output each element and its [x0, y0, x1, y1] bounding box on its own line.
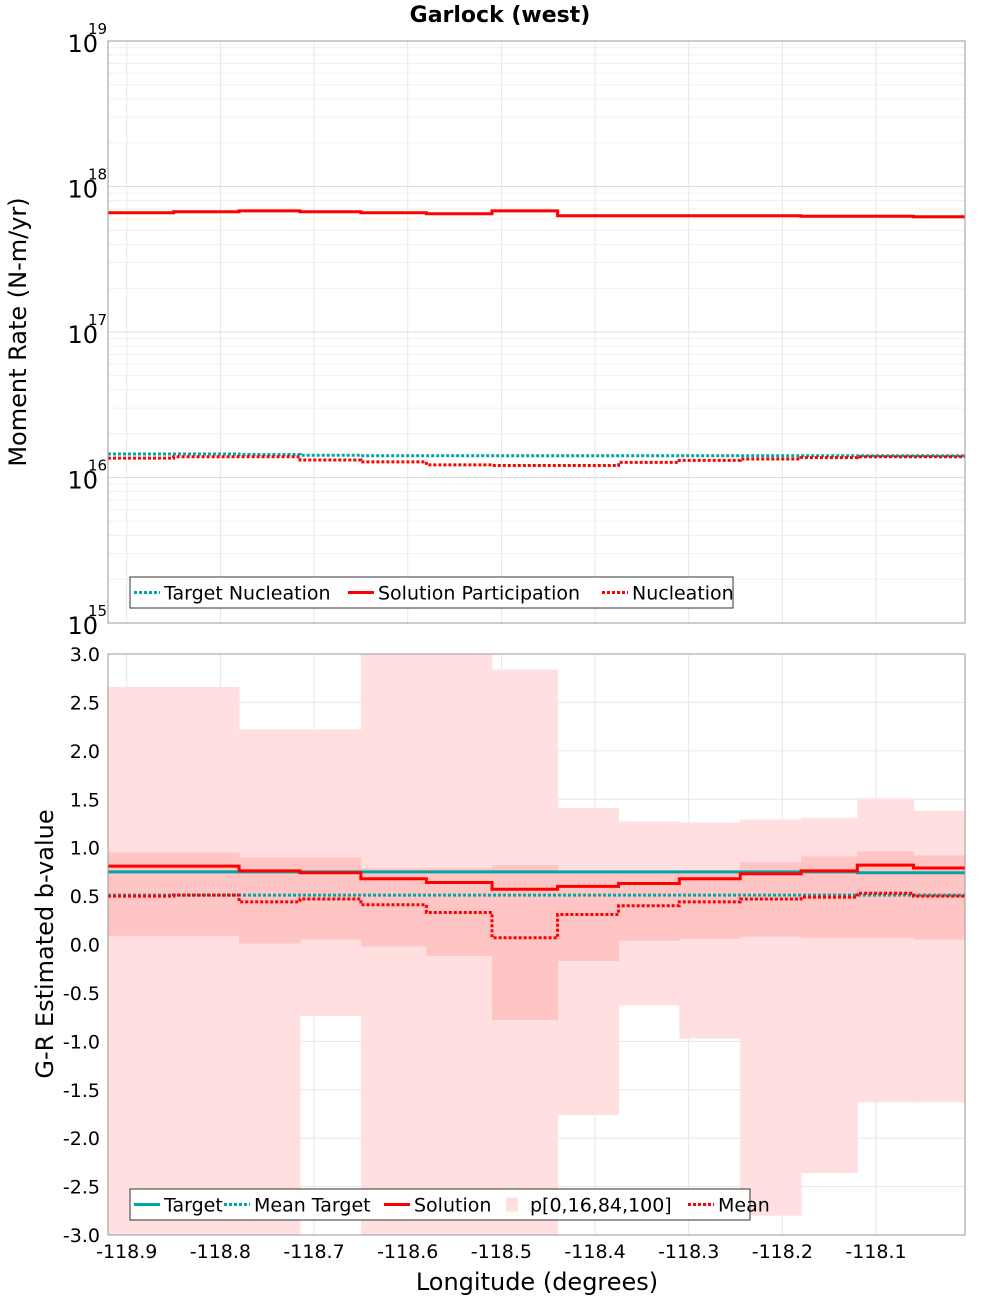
- top-y-tick-label-base: 10: [67, 321, 98, 349]
- x-tick-label: -118.5: [471, 1241, 532, 1263]
- top-series-target-nucleation: [108, 452, 965, 458]
- band-outer-bin: [239, 729, 301, 1235]
- bottom-legend-label: Mean Target: [254, 1195, 371, 1217]
- top-y-tick-label-exponent: 19: [88, 20, 107, 38]
- bottom-legend-label: Target: [163, 1195, 223, 1217]
- top-y-tick-label-exponent: 18: [88, 166, 107, 184]
- bottom-series-mean: [108, 891, 965, 940]
- top-series-nucleation: [108, 455, 965, 467]
- top-y-tick-label-base: 10: [67, 467, 98, 495]
- x-tick-label: -118.6: [377, 1241, 438, 1263]
- bottom-y-tick-label: -0.5: [63, 983, 100, 1005]
- bottom-legend: Target Mean Target Solution p[0,16,84,100] M…: [129, 1188, 770, 1221]
- bottom-y-tick-label: -3.0: [63, 1225, 100, 1247]
- top-legend-label: Nucleation: [632, 583, 734, 605]
- y-axis-label-top: Moment Rate (N-m/yr): [4, 197, 32, 466]
- bottom-legend-label: Solution: [414, 1195, 491, 1217]
- top-legend: Target Nucleation Solution Participation N…: [129, 576, 734, 609]
- top-gridlines: [108, 40, 965, 624]
- x-tick-label: -118.9: [96, 1241, 157, 1263]
- bottom-y-tick-label: -2.0: [63, 1128, 100, 1150]
- x-tick-label: -118.8: [190, 1241, 251, 1263]
- top-y-tick-label-exponent: 16: [88, 457, 107, 475]
- bottom-legend-swatch: [506, 1197, 518, 1212]
- band-outer-bin: [857, 798, 914, 1103]
- x-tick-label: -118.7: [283, 1241, 344, 1263]
- x-tick-label: -118.1: [845, 1241, 906, 1263]
- bottom-y-tick-label: 1.0: [70, 838, 100, 860]
- bottom-y-tick-label: 2.0: [70, 741, 100, 763]
- bottom-band-group: [108, 654, 966, 1235]
- band-outer-bin: [173, 686, 240, 1235]
- bottom-legend-label: p[0,16,84,100]: [530, 1195, 672, 1217]
- top-series-solution-participation: [108, 209, 965, 219]
- band-inner-bin: [679, 871, 741, 939]
- band-inner-bin: [360, 868, 427, 947]
- bottom-y-tick-label: 1.5: [70, 789, 100, 811]
- bottom-y-tick-label: 3.0: [70, 644, 100, 666]
- bottom-series-solution: [108, 863, 965, 891]
- bottom-y-tick-label: 2.5: [70, 692, 100, 714]
- bottom-y-tick-label: 0.0: [70, 935, 100, 957]
- top-y-tick-label-base: 10: [67, 30, 98, 58]
- x-tick-label: -118.2: [752, 1241, 813, 1263]
- y-axis-label-bottom: G-R Estimated b-value: [31, 809, 59, 1078]
- bottom-y-tick-label: -1.0: [63, 1031, 100, 1053]
- top-plot-frame: [107, 40, 966, 624]
- x-tick-label: -118.3: [658, 1241, 719, 1263]
- band-inner-bin: [492, 865, 559, 1021]
- top-y-tick-label-base: 10: [67, 612, 98, 640]
- x-axis-label: Longitude (degrees): [416, 1268, 658, 1296]
- bottom-legend-label: Mean: [718, 1195, 770, 1217]
- x-tick-label: -118.4: [564, 1241, 625, 1263]
- bottom-legend-box: [129, 1188, 751, 1221]
- top-legend-label: Solution Participation: [378, 583, 580, 605]
- bottom-y-tick-label: 0.5: [70, 886, 100, 908]
- top-y-tick-label-base: 10: [67, 176, 98, 204]
- band-outer-bin: [913, 810, 966, 1103]
- bottom-y-tick-label: -1.5: [63, 1080, 100, 1102]
- band-outer-bin: [557, 807, 619, 1115]
- top-legend-box: [129, 576, 734, 609]
- bottom-y-tick-label: -2.5: [63, 1177, 100, 1199]
- chart-title: Garlock (west): [410, 3, 591, 28]
- top-y-tick-label-exponent: 15: [88, 602, 107, 620]
- top-legend-label: Target Nucleation: [163, 583, 331, 605]
- bottom-plot-frame: [107, 653, 966, 1236]
- top-y-tick-label-exponent: 17: [88, 311, 107, 329]
- band-outer-bin: [108, 686, 175, 1235]
